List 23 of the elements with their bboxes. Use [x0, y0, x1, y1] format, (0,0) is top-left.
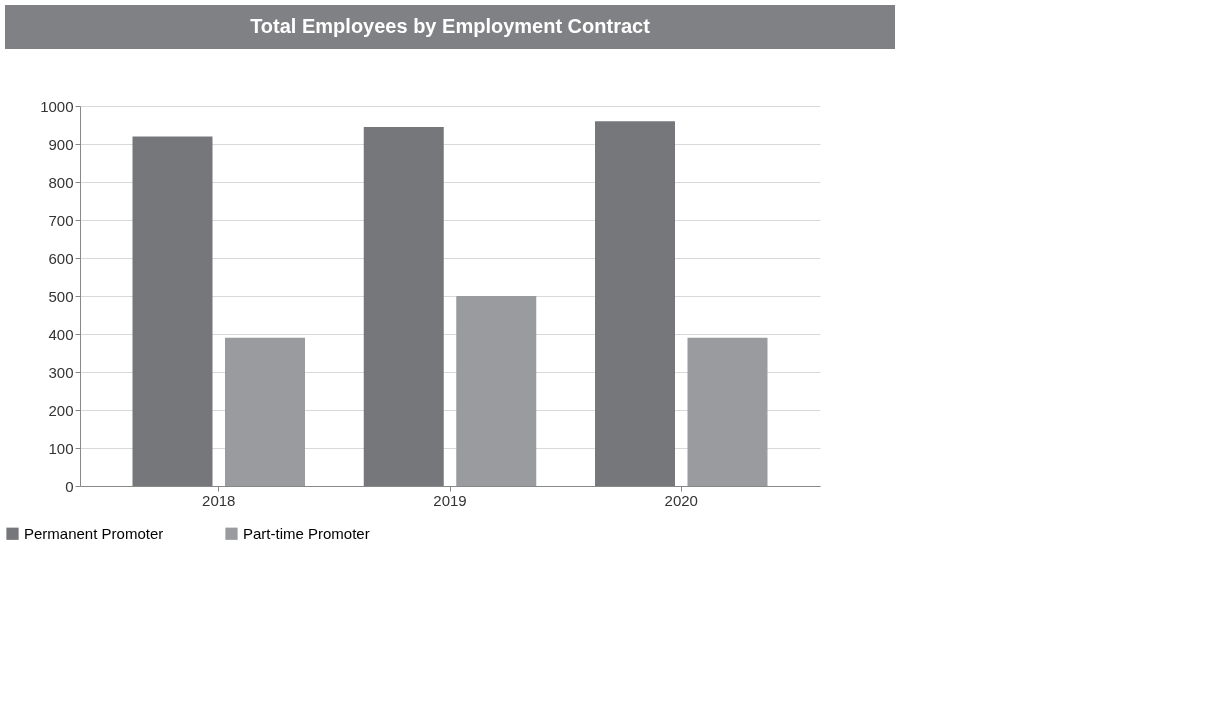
bar	[132, 136, 213, 486]
y-tick-label: 500	[48, 287, 74, 305]
y-tick-label: 600	[48, 249, 74, 267]
y-tick-label: 300	[48, 363, 74, 381]
x-tick-label: 2019	[433, 491, 467, 509]
x-tick-label: 2018	[202, 491, 236, 509]
y-tick-label: 800	[48, 173, 74, 191]
legend-label: Part-time Promoter	[243, 524, 370, 542]
bar	[225, 337, 305, 486]
bar	[363, 126, 444, 486]
legend-label: Permanent Promoter	[24, 524, 164, 542]
bar	[595, 121, 675, 486]
bar	[456, 296, 537, 486]
y-tick-label: 400	[48, 325, 74, 343]
bar	[687, 337, 768, 486]
y-tick-label: 100	[48, 439, 74, 457]
y-tick-label: 900	[48, 135, 74, 153]
chart-title: Total Employees by Employment Contract	[250, 15, 651, 37]
x-tick-label: 2020	[664, 491, 698, 509]
y-tick-label: 200	[48, 401, 74, 419]
y-tick-label: 700	[48, 211, 74, 229]
y-tick-label: 1000	[40, 97, 74, 115]
y-tick-label: 0	[65, 477, 74, 495]
